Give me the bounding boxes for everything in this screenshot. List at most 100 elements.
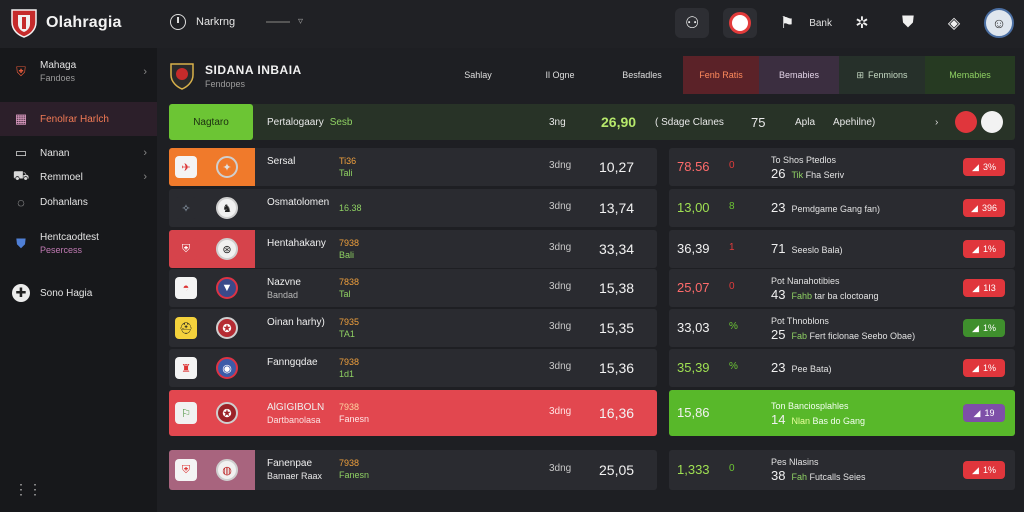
sidebar-item-fenolrar[interactable]: ▦ Fenolrar Harlch <box>0 102 157 136</box>
table-row[interactable]: ✧ ♞ Osmatolomen 16.38 3dng 13,74 13,00 8… <box>169 189 1015 227</box>
tab-memabies[interactable]: Memabies <box>925 56 1015 94</box>
day: 3dng <box>549 281 572 292</box>
table-row[interactable]: ♜ ◉ Fanngqdae 7938 1d1 3dng 15,36 35,39 %… <box>169 349 1015 387</box>
badge-value: 1% <box>982 363 996 373</box>
team-button[interactable]: ⛊ <box>892 8 924 38</box>
day: 3dng <box>549 242 572 253</box>
arrow-icon: ◢ <box>972 282 980 293</box>
featured-extra1: Apla <box>795 116 816 128</box>
trend-badge[interactable]: ◢ 1% <box>963 319 1005 337</box>
flag-icon: ⚑ <box>780 15 795 32</box>
featured-match[interactable]: Nagtaro Pertalogaary Sesb 3ng 26,90 ( Sd… <box>169 104 1015 140</box>
team-name: Fanenpae Bamaer Raax <box>267 458 322 481</box>
tab-sahlay[interactable]: Sahlay <box>464 70 492 80</box>
trend-badge[interactable]: ◢ 1I3 <box>963 279 1005 297</box>
home-logo-icon: ⛨ <box>175 238 197 260</box>
settings-button[interactable]: ✲ <box>846 8 878 38</box>
odds-top: 7935 <box>339 317 360 327</box>
odds-bottom: Tal <box>339 289 351 299</box>
tab-fenmions[interactable]: ⊞ Fenmions <box>839 56 925 94</box>
sidebar-item-nanan[interactable]: ▭ Nanan › <box>0 144 157 162</box>
stat-line-1: To Shos Ptedlos <box>771 155 837 165</box>
trend-badge[interactable]: ◢ 1% <box>963 359 1005 377</box>
stat-number: 23 <box>771 360 786 375</box>
badge-value: 396 <box>981 203 997 213</box>
stat-value: 25,07 <box>677 280 710 295</box>
score-value: 13,74 <box>599 200 635 216</box>
top-actions: ⚇ ⚑ Bank ✲ ⛊ ◈ ☺ <box>675 8 1014 38</box>
top-nav[interactable]: Narkrng <box>170 14 235 30</box>
table-row[interactable]: ✈ ✦ Sersal Ti36 Tali 3dng 10,27 78.56 0 T… <box>169 148 1015 186</box>
people-button[interactable]: ⚇ <box>675 8 710 38</box>
trend-badge[interactable]: ◢ 19 <box>963 404 1005 422</box>
tab-bar: Sahlay Il Ogne Besfadles Fenb Ratis Bema… <box>437 56 1015 94</box>
trend-badge[interactable]: ◢ 1% <box>963 461 1005 479</box>
stat-line-2: Seeslo Bala) <box>791 245 843 255</box>
table-row-highlighted[interactable]: ⚐ ✪ AlGIGIBOLN Dartbanolasa 7938 Fanesn 3d… <box>169 390 1015 436</box>
tab-bemabies[interactable]: Bemabies <box>759 56 839 94</box>
featured-mid: ( Sdage Clanes <box>655 116 724 128</box>
top-action-label: Bank <box>809 17 832 29</box>
chevron-right-icon[interactable]: › <box>935 116 939 128</box>
chevron-right-icon: › <box>143 65 147 78</box>
car-icon: ⛟ <box>12 168 30 183</box>
home-logo-icon: ◓ <box>175 277 197 299</box>
crest-icon: ⛨ <box>16 63 26 79</box>
team-label: Nazvne <box>267 277 301 288</box>
trend-badge[interactable]: ◢ 396 <box>963 199 1005 217</box>
top-dropdown[interactable]: ▿ <box>266 16 303 27</box>
stat-line-2: Futcalls Seies <box>809 472 866 482</box>
app-title: Olahragia <box>46 14 122 31</box>
home-logo-icon: ♜ <box>175 357 197 379</box>
tab-fenb-ratis[interactable]: Fenb Ratis <box>683 56 759 94</box>
stats-cell: 78.56 0 To Shos Ptedlos 26 Tik Fha Seriv ◢… <box>669 148 1015 186</box>
sidebar-item-mahaga[interactable]: ⛨ Mahaga Fandoes › <box>0 60 157 83</box>
stat-line-1: Pes Nlasins <box>771 457 819 467</box>
table-row[interactable]: ⛨ ◍ Fanenpae Bamaer Raax 7938 Fanesn 3dng … <box>169 450 1015 490</box>
stat-green: Fahb <box>791 291 812 301</box>
grid-menu-icon[interactable]: ⋮⋮ <box>14 481 42 497</box>
stat-value: 78.56 <box>677 159 710 174</box>
stat-green: Fab <box>791 331 807 341</box>
sidebar-item-remmoel[interactable]: ⛟ Remmoel › <box>0 168 157 186</box>
top-nav-label: Narkrng <box>196 16 236 28</box>
trend-badge[interactable]: ◢ 3% <box>963 158 1005 176</box>
stat-text: 23 Pee Bata) <box>771 361 832 376</box>
sidebar-item-sono-hagia[interactable]: ✚ Sono Hagia <box>0 284 157 302</box>
stats-cell: 36,39 1 71 Seeslo Bala) ◢ 1% <box>669 230 1015 268</box>
tab-besfadles[interactable]: Besfadles <box>622 70 662 80</box>
trophy-button[interactable]: ◈ <box>938 8 970 38</box>
featured-label-cell: Pertalogaary Sesb <box>267 104 353 140</box>
odds-top: 7838 <box>339 277 360 287</box>
home-logo-icon: ⛨ <box>175 459 197 481</box>
sidebar-item-dohanlans[interactable]: ◌ Dohanlans <box>0 193 157 211</box>
team-label: AlGIGIBOLN <box>267 402 325 413</box>
table-row[interactable]: ⛨ ⊛ Hentahakany 7938 Bali 3dng 33,34 36,3… <box>169 230 1015 268</box>
stat-number: 25 <box>771 327 786 342</box>
home-logo-icon: ✧ <box>175 197 197 219</box>
odds-bottom: Tali <box>339 168 353 178</box>
odds-top: 7938 <box>339 238 360 248</box>
stat-line-2: tar ba cloctoang <box>814 291 879 301</box>
match-cell: ⛨ ◍ Fanenpae Bamaer Raax 7938 Fanesn 3dng … <box>169 450 657 490</box>
odds-top: Ti36 <box>339 156 357 166</box>
sidebar-item-hentcaodtest[interactable]: ⛊ Hentcaodtest Pesercess <box>0 232 157 255</box>
club-button[interactable] <box>723 8 758 38</box>
stats-button[interactable]: ⚑ <box>771 8 803 38</box>
featured-button[interactable]: Nagtaro <box>169 104 253 140</box>
table-row[interactable]: ⛑ ✪ Oinan harhy) 7935 TA1 3dng 15,35 33,0… <box>169 309 1015 347</box>
stat-indicator: 0 <box>729 463 735 474</box>
tab-il-ogne[interactable]: Il Ogne <box>545 70 575 80</box>
avatar[interactable]: ☺ <box>984 8 1014 38</box>
match-cell: ⛑ ✪ Oinan harhy) 7935 TA1 3dng 15,35 <box>169 309 657 347</box>
club-crest-icon: ⛊ <box>16 235 26 251</box>
stat-indicator: 0 <box>729 281 735 292</box>
club-badge-icon <box>729 12 752 34</box>
sidebar-item-label: Hentcaodtest <box>40 232 99 243</box>
table-row[interactable]: ◓ ▼ Nazvne Bandad 7838 Tal 3dng 15,38 25,0… <box>169 269 1015 307</box>
brand[interactable]: Olahragia <box>10 8 122 38</box>
trend-badge[interactable]: ◢ 1% <box>963 240 1005 258</box>
featured-extra2: Apehilne) <box>833 116 876 128</box>
stat-text: Pes Nlasins 38 Fah Futcalls Seies <box>771 456 866 484</box>
home-logo-icon: ✈ <box>175 156 197 178</box>
